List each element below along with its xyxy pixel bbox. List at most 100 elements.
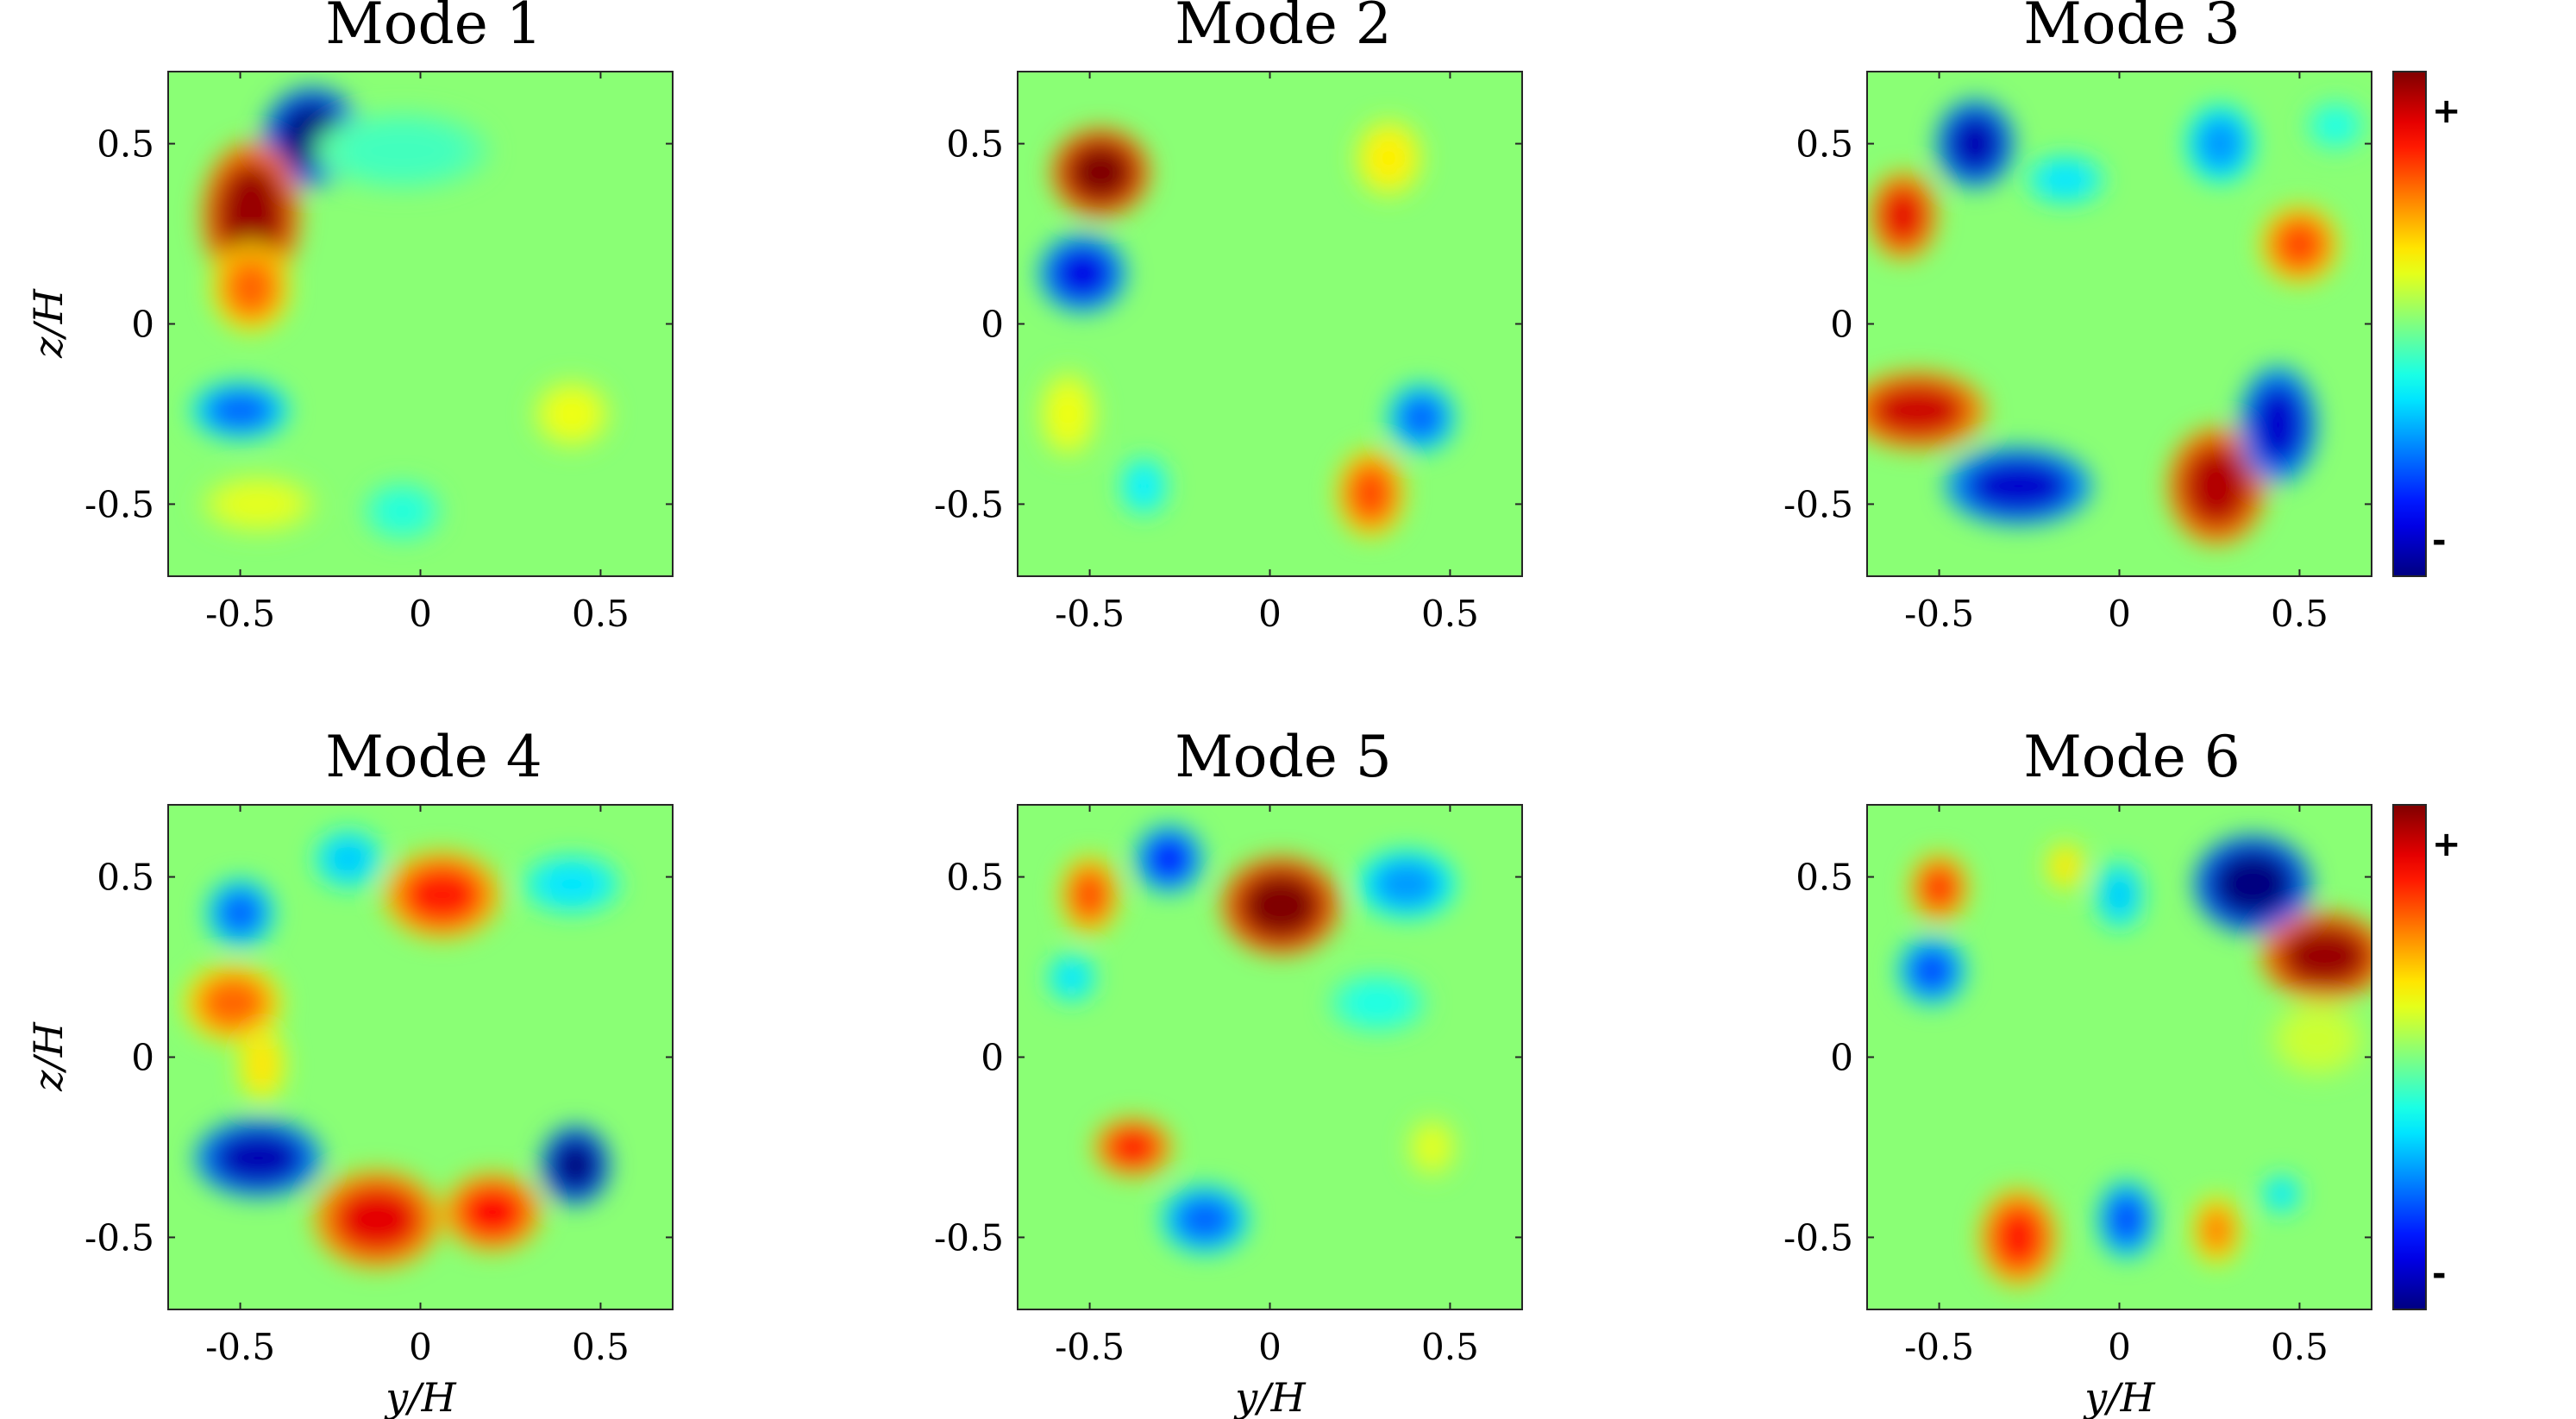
field-blob: [2195, 115, 2246, 173]
panel-mode-3: Mode 3 + - -0.5 0 0.5 -0.5 0 0.5: [1783, 0, 2461, 635]
field-area: [1018, 72, 1522, 576]
x-tick-label: -0.5: [1904, 1326, 1974, 1368]
panel-mode-5: Mode 5 y/H -0.5 0 0.5 -0.5 0 0.5: [934, 724, 1523, 1419]
x-tick-label: -0.5: [1055, 593, 1125, 635]
y-tick-label: 0: [981, 304, 1004, 346]
field-blob: [1964, 457, 2073, 515]
field-blob: [1345, 461, 1396, 526]
y-tick-label: -0.5: [1783, 1216, 1853, 1259]
field-blob: [2278, 923, 2372, 989]
field-blob: [1053, 959, 1090, 996]
x-tick-label: 0: [409, 593, 432, 635]
field-blob: [1104, 1125, 1163, 1170]
field-blob: [1363, 129, 1414, 187]
x-tick-label: 0: [1258, 593, 1282, 635]
x-tick-label: 0: [2108, 1326, 2131, 1368]
field-area: [168, 805, 673, 1309]
field-blob: [215, 482, 302, 526]
field-blob: [211, 1129, 305, 1187]
y-tick-label: 0.5: [97, 123, 154, 166]
y-tick-label: -0.5: [85, 483, 154, 525]
panel-title: Mode 1: [325, 0, 542, 57]
field-blob: [1867, 381, 1968, 440]
x-tick-label: 0.5: [2271, 1326, 2328, 1368]
field-area: [1018, 805, 1522, 1309]
x-tick-label: 0: [2108, 593, 2131, 635]
field-area: [1867, 72, 2372, 576]
field-blob: [2271, 216, 2328, 273]
field-blob: [2180, 443, 2253, 530]
y-tick-label: 0: [131, 1037, 154, 1079]
colorbar-max-label: +: [2432, 825, 2461, 864]
x-tick-label: 0.5: [572, 593, 630, 635]
field-blob: [2209, 848, 2297, 920]
y-tick-label: 0: [1830, 1037, 1853, 1079]
field-blob: [398, 862, 486, 928]
field-blob: [2266, 1179, 2297, 1209]
x-tick-label: -0.5: [1904, 593, 1974, 635]
field-blob: [2101, 870, 2138, 920]
field-blob: [1050, 244, 1115, 303]
field-blob: [373, 489, 432, 533]
field-blob: [1046, 381, 1090, 447]
field-blob: [215, 161, 287, 270]
field-blob: [2198, 1204, 2235, 1256]
x-tick-label: 0.5: [1421, 593, 1479, 635]
panel-title: Mode 5: [1175, 724, 1392, 790]
panel-mode-6: Mode 6 y/H + - -0.5 0 0.5 -0.5 0 0.5: [1783, 724, 2461, 1419]
field-blob: [1064, 140, 1137, 205]
field-blob: [1370, 858, 1444, 910]
field-blob: [330, 1183, 424, 1256]
panel-title: Mode 3: [2023, 0, 2241, 57]
field-blob: [1342, 981, 1414, 1025]
field-blob: [204, 388, 277, 432]
y-axis-label: z/H: [25, 288, 72, 359]
panel-title: Mode 2: [1175, 0, 1392, 57]
x-axis-label: y/H: [1233, 1374, 1306, 1419]
panel-mode-1: Mode 1 z/H -0.5 0 0.5 -0.5 0 0.5: [25, 0, 674, 635]
y-tick-label: 0: [1830, 304, 1853, 346]
field-blob: [1906, 945, 1958, 996]
y-tick-label: 0.5: [1796, 123, 1853, 166]
field-blob: [1413, 1125, 1451, 1170]
panel-mode-4: Mode 4 z/H y/H -0.5 0 0.5 -0.5 0 0.5: [25, 724, 674, 1419]
y-tick-label: 0.5: [946, 857, 1004, 899]
field-blob: [1144, 833, 1194, 884]
x-tick-label: 0.5: [572, 1326, 630, 1368]
field-blob: [1877, 183, 1929, 248]
y-axis-label: z/H: [25, 1021, 72, 1092]
field-blob: [222, 255, 280, 321]
x-tick-label: 0: [409, 1326, 432, 1368]
field-blob: [337, 122, 467, 180]
field-area: [1867, 805, 2372, 1309]
field-blob: [243, 1035, 280, 1094]
colorbar-min-label: -: [2432, 1254, 2447, 1294]
field-blob: [1068, 866, 1112, 924]
field-blob: [197, 974, 269, 1033]
field-area: [168, 72, 673, 576]
colorbar: [2392, 71, 2427, 577]
x-tick-label: 0.5: [1421, 1326, 1479, 1368]
y-tick-label: -0.5: [85, 1216, 154, 1259]
x-tick-label: 0: [1258, 1326, 1282, 1368]
y-tick-label: 0.5: [946, 123, 1004, 166]
field-blob: [323, 837, 374, 881]
field-blob: [215, 888, 266, 939]
field-blob: [536, 862, 608, 906]
field-blob: [456, 1183, 529, 1241]
panel-title: Mode 4: [325, 724, 542, 790]
field-blob: [2248, 381, 2307, 468]
x-tick-label: -0.5: [1055, 1326, 1125, 1368]
colorbar-max-label: +: [2432, 91, 2461, 131]
panel-title: Mode 6: [2023, 724, 2241, 790]
colorbar-min-label: -: [2432, 521, 2447, 561]
field-blob: [1395, 392, 1447, 443]
y-tick-label: 0: [981, 1037, 1004, 1079]
field-blob: [2281, 1010, 2354, 1069]
colorbar: [2392, 804, 2427, 1310]
y-tick-label: 0.5: [97, 857, 154, 899]
field-blob: [549, 1136, 601, 1195]
y-tick-label: 0.5: [1796, 857, 1853, 899]
x-tick-label: -0.5: [205, 593, 275, 635]
